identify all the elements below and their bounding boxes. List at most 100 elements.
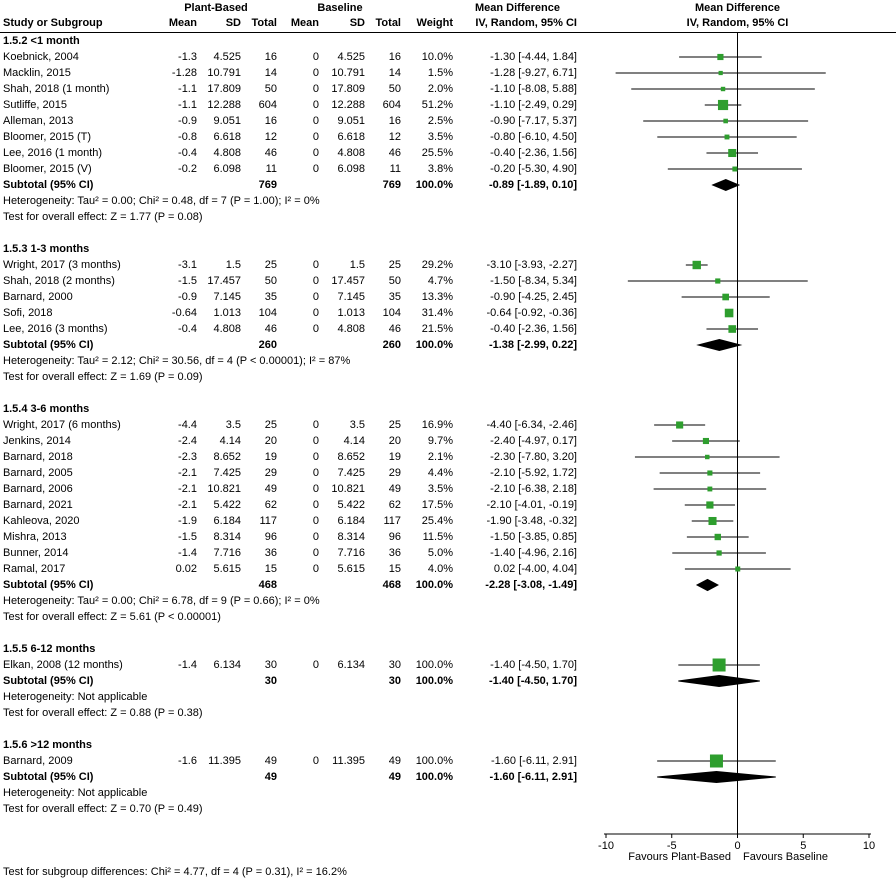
baseline-sd: 6.134: [337, 659, 365, 671]
subgroup-header: 1.5.2 <1 month: [0, 33, 896, 49]
ci-text-column-header: IV, Random, 95% CI: [475, 17, 577, 29]
subtotal-baseline-total: 769: [382, 179, 401, 191]
md-ci-text: -1.50 [-8.34, 5.34]: [490, 275, 577, 287]
baseline-sd: 9.051: [337, 115, 365, 127]
favours-right-label: Favours Baseline: [743, 851, 828, 863]
baseline-total: 36: [388, 547, 401, 559]
study-name: Sofi, 2018: [3, 307, 53, 319]
study-name: Barnard, 2009: [3, 755, 73, 767]
baseline-sd: 1.013: [337, 307, 365, 319]
axis-tick-label: 0: [734, 840, 740, 852]
weight-value: 51.2%: [421, 99, 453, 111]
spacer-row: [0, 385, 896, 401]
baseline-total: 35: [388, 291, 401, 303]
study-row: Barnard, 2009 -1.6 11.395 49 0 11.395 49 100.0%…: [0, 753, 896, 769]
study-row: Jenkins, 2014 -2.4 4.14 20 0 4.14 20 9.7% -2.40 …: [0, 433, 896, 449]
weight-value: 16.9%: [421, 419, 453, 431]
study-row: Alleman, 2013 -0.9 9.051 16 0 9.051 16 2.5% -0.9…: [0, 113, 896, 129]
plant-mean: -0.64: [171, 307, 197, 319]
study-name: Barnard, 2021: [3, 499, 73, 511]
heterogeneity-text: Heterogeneity: Tau² = 0.00; Chi² = 6.78,…: [3, 595, 320, 607]
plant-total: 30: [264, 659, 277, 671]
plant-mean: -2.1: [178, 483, 197, 495]
plant-sd: 4.14: [219, 435, 241, 447]
baseline-total: 30: [388, 659, 401, 671]
plant-mean: -2.4: [178, 435, 197, 447]
plant-sd: 1.013: [213, 307, 241, 319]
baseline-total: 25: [388, 419, 401, 431]
subtotal-baseline-total: 30: [388, 675, 401, 687]
baseline-mean: 0: [312, 419, 319, 431]
study-row: Elkan, 2008 (12 months) -1.4 6.134 30 0 6.134…: [0, 657, 896, 673]
study-row: Ramal, 2017 0.02 5.615 15 0 5.615 15 4.0% 0.02 […: [0, 561, 896, 577]
baseline-total: 12: [388, 131, 401, 143]
md-ci-text: -1.50 [-3.85, 0.85]: [490, 531, 577, 543]
plant-sd: 6.098: [213, 163, 241, 175]
weight-value: 21.5%: [421, 323, 453, 335]
spacer-row: [0, 225, 896, 241]
weight-value: 1.5%: [427, 67, 453, 79]
baseline-total: 15: [388, 563, 401, 575]
baseline-sd: 5.615: [337, 563, 365, 575]
plant-mean: -1.5: [178, 531, 197, 543]
overall-effect-note: Test for overall effect: Z = 1.77 (P = 0…: [0, 209, 896, 225]
baseline-total: 50: [388, 83, 401, 95]
plant-mean: -0.9: [178, 291, 197, 303]
baseline-total: 11: [389, 163, 401, 175]
study-name: Kahleova, 2020: [3, 515, 80, 527]
plant-mean: -2.1: [178, 467, 197, 479]
baseline-mean: 0: [312, 259, 319, 271]
plant-sd: 7.425: [213, 467, 241, 479]
study-row: Lee, 2016 (3 months) -0.4 4.808 46 0 4.808 46 2…: [0, 321, 896, 337]
baseline-mean: 0: [312, 83, 319, 95]
md-ci-text: -1.10 [-2.49, 0.29]: [490, 99, 577, 111]
mean-difference-column-title: Mean Difference: [475, 2, 560, 14]
baseline-total-column-header: Total: [375, 17, 401, 29]
subtotal-label: Subtotal (95% CI): [3, 579, 94, 591]
weight-value: 100.0%: [415, 755, 453, 767]
subgroup-label: 1.5.4 3-6 months: [3, 403, 90, 415]
subtotal-ci-text: -1.60 [-6.11, 2.91]: [489, 771, 577, 783]
md-ci-text: -1.90 [-3.48, -0.32]: [486, 515, 578, 527]
md-ci-text: -1.60 [-6.11, 2.91]: [490, 755, 577, 767]
plant-mean: -1.3: [178, 51, 197, 63]
baseline-total: 96: [388, 531, 401, 543]
plant-mean: -3.1: [178, 259, 197, 271]
table-header: Plant-Based Baseline Mean Difference Mea…: [0, 0, 896, 33]
baseline-sd: 7.425: [337, 467, 365, 479]
study-row: Mishra, 2013 -1.5 8.314 96 0 8.314 96 11.5% -1.5…: [0, 529, 896, 545]
baseline-mean: 0: [312, 51, 319, 63]
study-name: Bloomer, 2015 (T): [3, 131, 92, 143]
study-row: Bunner, 2014 -1.4 7.716 36 0 7.716 36 5.0% -1.40…: [0, 545, 896, 561]
study-row: Shah, 2018 (2 months) -1.5 17.457 50 0 17.457…: [0, 273, 896, 289]
study-name: Barnard, 2006: [3, 483, 73, 495]
overall-effect-text: Test for overall effect: Z = 0.70 (P = 0…: [3, 803, 203, 815]
baseline-sd: 5.422: [337, 499, 365, 511]
md-ci-text: -0.90 [-4.25, 2.45]: [490, 291, 577, 303]
baseline-mean: 0: [312, 147, 319, 159]
subtotal-row: Subtotal (95% CI) 30 30 100.0% -1.40 [-4.50,…: [0, 673, 896, 689]
study-row: Barnard, 2005 -2.1 7.425 29 0 7.425 29 4.4% -2.1…: [0, 465, 896, 481]
weight-value: 17.5%: [421, 499, 453, 511]
study-row: Bloomer, 2015 (T) -0.8 6.618 12 0 6.618 12 3.5%…: [0, 129, 896, 145]
heterogeneity-text: Heterogeneity: Not applicable: [3, 691, 148, 703]
heterogeneity-text: Heterogeneity: Not applicable: [3, 787, 148, 799]
weight-value: 2.5%: [427, 115, 453, 127]
heterogeneity-note: Heterogeneity: Tau² = 0.00; Chi² = 0.48,…: [0, 193, 896, 209]
study-row: Shah, 2018 (1 month) -1.1 17.809 50 0 17.809 5…: [0, 81, 896, 97]
md-ci-text: -1.28 [-9.27, 6.71]: [490, 67, 577, 79]
heterogeneity-note: Heterogeneity: Not applicable: [0, 785, 896, 801]
weight-value: 29.2%: [421, 259, 453, 271]
plant-total: 96: [264, 531, 277, 543]
md-ci-text: 0.02 [-4.00, 4.04]: [493, 563, 577, 575]
baseline-sd: 10.791: [331, 67, 365, 79]
md-ci-text: -1.40 [-4.96, 2.16]: [490, 547, 577, 559]
plant-sd-column-header: SD: [225, 17, 241, 29]
weight-value: 25.4%: [421, 515, 453, 527]
plant-mean: -0.8: [178, 131, 197, 143]
weight-value: 3.5%: [427, 131, 453, 143]
plant-sd: 7.716: [213, 547, 241, 559]
plant-mean: -1.28: [171, 67, 197, 79]
subtotal-ci-text: -0.89 [-1.89, 0.10]: [488, 179, 577, 191]
